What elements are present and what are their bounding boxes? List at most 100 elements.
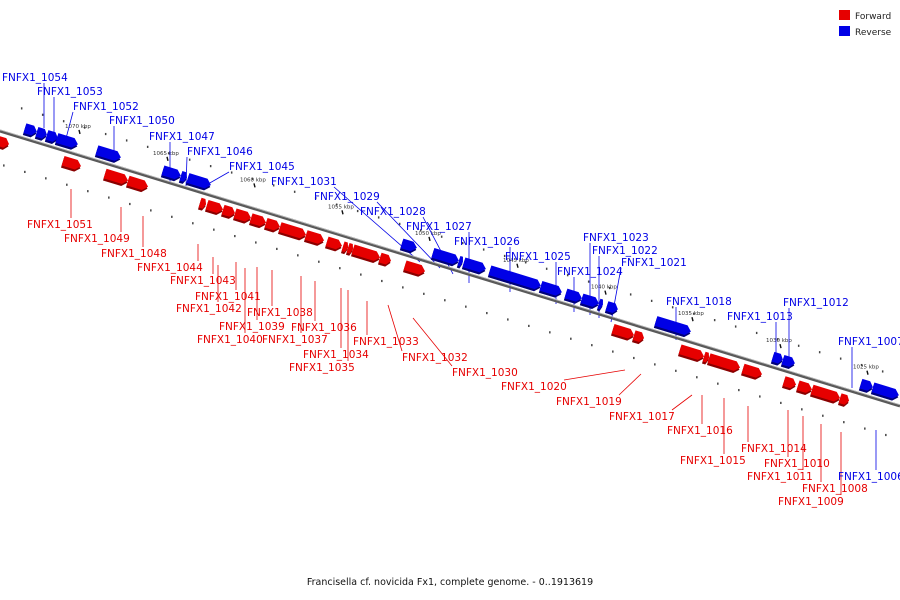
reverse-gene-label: FNFX1_1021 (621, 257, 687, 269)
backbone-line (0, 129, 900, 408)
gene-body (707, 353, 741, 371)
reverse-gene-label: FNFX1_1013 (727, 311, 793, 323)
reverse-gene (538, 281, 562, 298)
reverse-gene (579, 293, 599, 309)
tick-dot (671, 306, 674, 309)
tick-dot (209, 165, 212, 168)
reverse-gene-label: FNFX1_1025 (505, 251, 571, 263)
kbp-tick (866, 370, 869, 375)
gene-body (564, 288, 582, 302)
forward-gene (277, 222, 307, 241)
gene-body (179, 171, 187, 182)
tick-dot (419, 229, 422, 232)
gene-body (400, 238, 417, 252)
reverse-gene-label: FNFX1_1045 (229, 161, 295, 173)
forward-gene-leader (563, 369, 626, 381)
reverse-gene-leader (376, 201, 441, 269)
kbp-tick-label: 1065 kbp (153, 151, 179, 157)
tick-dot (738, 388, 740, 392)
forward-gene-label: FNFX1_1038 (247, 307, 313, 319)
reverse-gene (858, 378, 873, 393)
tick-dot (591, 344, 593, 347)
tick-dot (192, 222, 194, 225)
reverse-gene-label: FNFX1_1050 (109, 115, 175, 127)
gene-body (103, 168, 129, 184)
forward-gene (324, 236, 343, 252)
tick-dot (755, 331, 758, 335)
forward-gene (345, 243, 354, 256)
tick-dot (503, 254, 506, 258)
tick-dot (860, 363, 863, 367)
reverse-gene-label: FNFX1_1027 (406, 221, 472, 233)
gene-body (55, 133, 78, 148)
tick-dot (339, 267, 341, 270)
tick-dot (314, 197, 317, 200)
reverse-gene-label: FNFX1_1031 (271, 176, 337, 188)
gene-body (233, 208, 252, 222)
tick-dot (255, 241, 257, 244)
legend-reverse-label: Reverse (855, 28, 892, 38)
gene-body (403, 260, 426, 275)
kbp-tick-label: 1055 kbp (328, 204, 354, 210)
reverse-gene (178, 171, 187, 184)
tick-dot (713, 319, 716, 322)
reverse-gene (596, 298, 603, 312)
legend-forward-label: Forward (855, 12, 891, 22)
kbp-tick (428, 236, 431, 242)
gene-body (249, 213, 267, 227)
forward-gene-label: FNFX1_1042 (176, 303, 242, 315)
kbp-ticks: 1070 kbp 1065 kbp 1060 kbp 1055 kbp 1050 kbp… (65, 124, 879, 375)
forward-gene (402, 260, 426, 277)
gene-body (741, 363, 763, 378)
tick-dot (654, 363, 656, 366)
backbone-highlight (0, 129, 900, 406)
forward-gene-leader (671, 394, 693, 411)
gene-body (654, 316, 691, 335)
tick-dot (675, 369, 677, 372)
forward-gene-label: FNFX1_1049 (64, 233, 130, 245)
reverse-gene (653, 316, 691, 338)
tick-dot (251, 177, 254, 181)
forward-gene (377, 252, 392, 267)
tick-dot (885, 433, 887, 437)
tick-dot (545, 267, 548, 270)
tick-dot (402, 286, 404, 289)
kbp-tick-label: 1040 kbp (591, 285, 617, 291)
kbp-tick (604, 290, 607, 295)
tick-dot (608, 286, 611, 290)
reverse-gene-label: FNFX1_1053 (37, 86, 103, 98)
kbp-tick-label: 1050 kbp (415, 231, 441, 237)
forward-gene (610, 324, 635, 341)
reverse-gene (44, 130, 58, 144)
gene-body (781, 354, 795, 367)
tick-dot (486, 311, 488, 315)
forward-gene-label: FNFX1_1019 (556, 396, 622, 408)
gene-body (632, 330, 645, 342)
gene-body (186, 173, 211, 189)
tick-dot (293, 190, 296, 193)
reverse-gene (22, 123, 37, 138)
tick-dot (125, 139, 128, 142)
forward-gene-label: FNFX1_1015 (680, 455, 746, 467)
tick-dot (801, 408, 803, 411)
forward-gene-label: FNFX1_1016 (667, 425, 733, 437)
gene-body (871, 382, 899, 399)
tick-dot (570, 337, 572, 340)
gene-body (61, 155, 82, 170)
reverse-gene (604, 301, 618, 316)
reverse-gene (94, 145, 121, 163)
gene-body (580, 293, 599, 307)
tick-dot (566, 274, 569, 277)
gene-body (0, 135, 10, 148)
tick-dot (129, 202, 131, 206)
tick-dot (423, 292, 425, 295)
forward-gene (809, 384, 841, 404)
forward-gene (706, 353, 741, 374)
tick-dot (797, 344, 800, 347)
tick-dot (104, 132, 107, 136)
reverse-gene-label: FNFX1_1024 (557, 266, 623, 278)
tick-dot (780, 401, 782, 405)
forward-gene (197, 197, 207, 211)
forward-gene (631, 330, 645, 345)
